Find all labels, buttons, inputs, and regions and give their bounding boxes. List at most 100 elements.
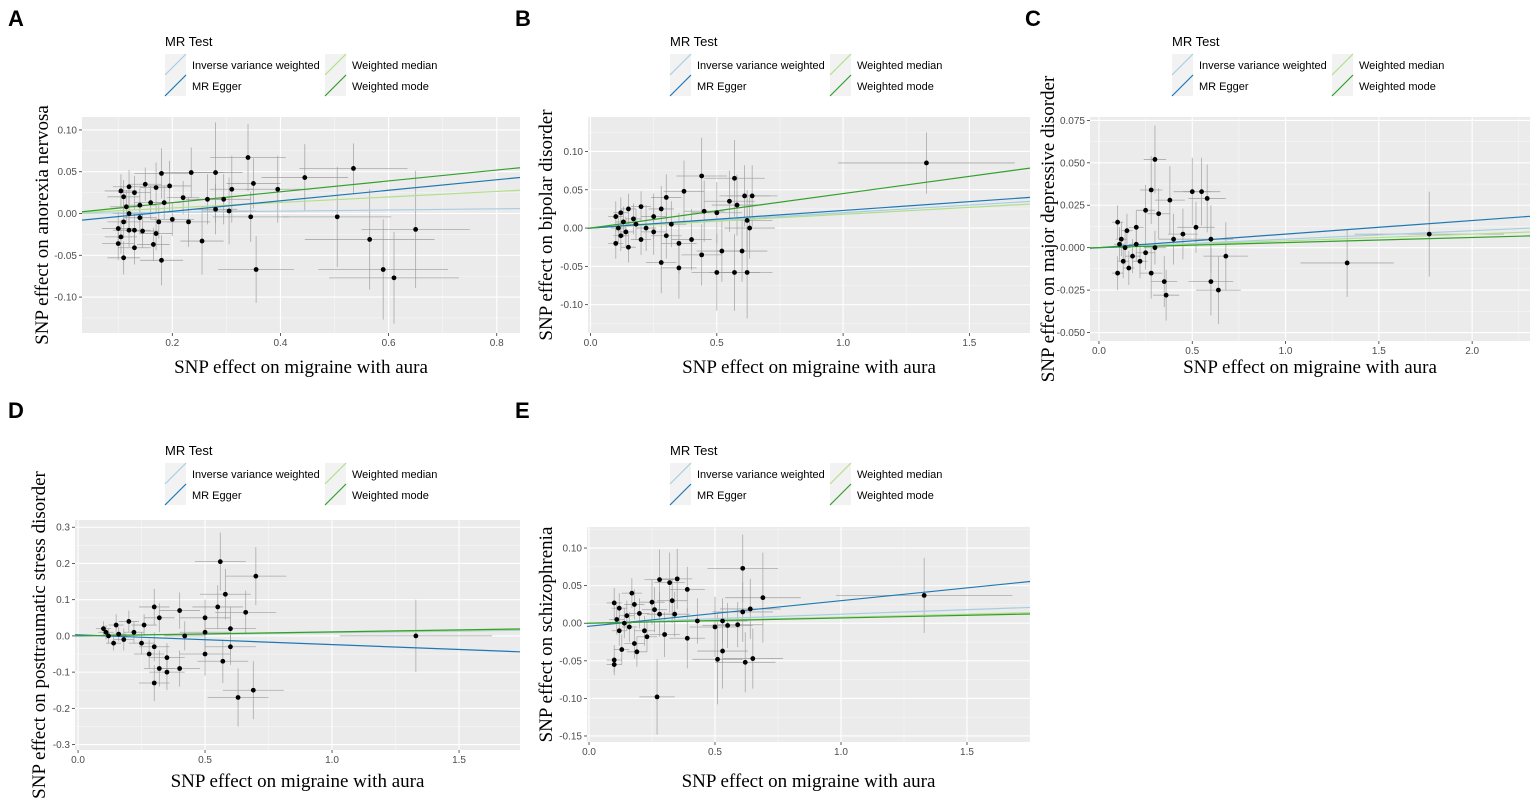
snp-point	[712, 624, 718, 630]
legend-line-icon	[829, 74, 852, 97]
y-axis-label: SNP effect on bipolar disorder	[536, 109, 557, 341]
snp-point	[633, 221, 639, 227]
snp-point	[146, 651, 152, 657]
snp-point	[221, 196, 227, 202]
snp-point	[1115, 219, 1121, 225]
snp-point	[351, 165, 356, 171]
y-tick-label: -0.2	[53, 704, 71, 715]
legend-line-icon	[1171, 53, 1194, 76]
legend-line-icon	[324, 74, 347, 97]
snp-point	[118, 234, 124, 240]
mr-line-mode	[82, 167, 520, 213]
snp-point	[121, 637, 127, 642]
legend-line-icon	[164, 74, 187, 97]
snp-point	[235, 695, 241, 700]
x-axis-label: SNP effect on migraine with aura	[171, 771, 425, 792]
snp-point	[251, 181, 256, 186]
snp-point	[623, 229, 629, 235]
legend-label-mode: Weighted mode	[352, 81, 429, 93]
y-tick-label: -0.3	[53, 740, 71, 751]
x-tick-label: 0.4	[273, 338, 287, 349]
plot-area	[82, 117, 520, 333]
snp-point	[663, 195, 669, 200]
snp-point	[156, 615, 162, 621]
y-tick-label: 0.1	[56, 595, 70, 606]
snp-point	[1426, 231, 1432, 237]
snp-point	[182, 633, 188, 639]
legend-title: MR Test	[165, 443, 213, 458]
snp-point	[150, 242, 156, 247]
snp-point	[1204, 196, 1210, 201]
snp-point	[115, 241, 121, 246]
x-tick-label: 0.8	[490, 338, 504, 349]
legend-line-icon	[324, 462, 347, 485]
snp-point	[1137, 258, 1143, 264]
snp-point	[113, 622, 119, 628]
snp-point	[334, 214, 340, 220]
snp-point	[1122, 245, 1128, 251]
snp-point	[684, 635, 690, 641]
snp-point	[1199, 189, 1204, 195]
legend-line-icon	[829, 462, 852, 485]
legend-label-mode: Weighted mode	[1359, 81, 1436, 93]
snp-point	[1152, 157, 1158, 162]
snp-point	[637, 611, 642, 616]
x-tick-label: 1.0	[1279, 346, 1293, 357]
snp-point	[642, 628, 647, 634]
y-axis-label: SNP effect on anorexia nervosa	[32, 105, 53, 345]
mr-line-median	[82, 189, 520, 214]
y-tick-label: 0.05	[58, 167, 78, 178]
snp-point	[126, 184, 132, 190]
panel-d: D0.0 0.5 1.0 1.50.30.20.10.0-0.1-0.2-0.3SNP…	[8, 398, 520, 799]
snp-point	[658, 260, 664, 265]
snp-point	[651, 229, 657, 235]
snp-point	[638, 237, 644, 242]
y-tick-label: 0.025	[1060, 201, 1085, 212]
plot-area	[588, 117, 1030, 333]
y-tick-label: 0.00	[564, 224, 584, 235]
snp-point	[156, 219, 162, 225]
snp-point	[611, 657, 617, 663]
snp-point	[681, 188, 687, 194]
snp-point	[735, 622, 741, 628]
x-tick-label: 0.0	[1092, 346, 1106, 357]
mr-line-mode	[75, 628, 520, 637]
y-tick-label: 0.050	[1060, 158, 1085, 169]
legend-label-egger: MR Egger	[192, 81, 242, 93]
legend-line-icon	[324, 53, 347, 76]
x-tick-label: 0.2	[165, 338, 179, 349]
snp-point	[629, 590, 635, 596]
snp-point	[126, 619, 132, 624]
snp-point	[1133, 241, 1139, 247]
snp-point	[228, 626, 233, 632]
snp-point	[1223, 253, 1229, 259]
y-tick-label: 0.000	[1060, 243, 1085, 254]
x-axis-label: SNP effect on migraine with aura	[1183, 357, 1437, 378]
snp-point	[620, 219, 626, 225]
mr-line-ivw	[587, 606, 1030, 624]
snp-point	[924, 160, 929, 166]
legend-line-icon	[164, 462, 187, 485]
snp-point	[626, 624, 632, 630]
panel-letter: B	[515, 6, 531, 31]
snp-point	[734, 202, 740, 208]
snp-point	[747, 225, 753, 231]
snp-point	[657, 611, 662, 617]
snp-point	[148, 200, 154, 206]
snp-point	[732, 175, 737, 181]
legend-line-icon	[1171, 74, 1194, 97]
x-tick-label: 1.5	[452, 755, 466, 766]
snp-point	[626, 206, 631, 212]
snp-point	[1208, 279, 1214, 285]
snp-point	[413, 226, 419, 232]
y-tick-label: -0.05	[54, 251, 77, 262]
snp-point	[302, 175, 308, 180]
snp-point	[161, 200, 167, 206]
snp-point	[719, 248, 725, 254]
snp-point	[615, 225, 621, 231]
snp-point	[739, 248, 745, 254]
snp-point	[619, 647, 625, 652]
y-tick-label: 0.10	[58, 125, 78, 136]
